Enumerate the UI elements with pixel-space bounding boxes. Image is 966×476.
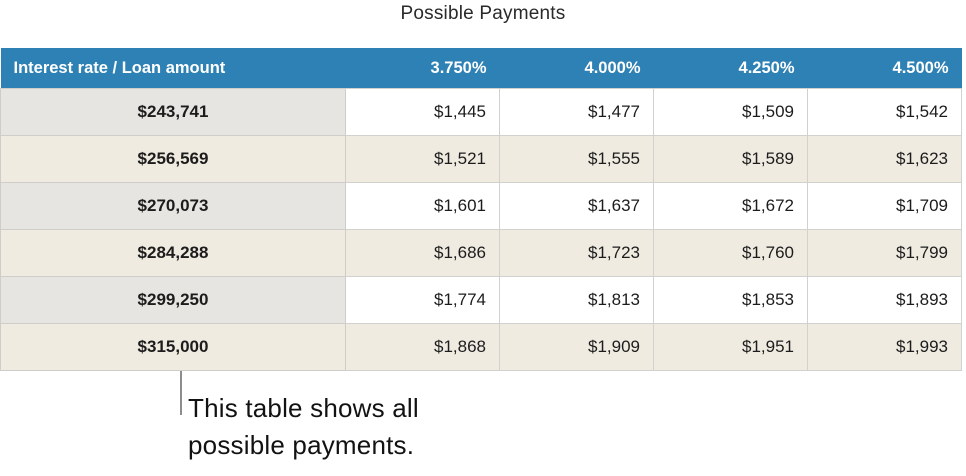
payment-cell[interactable]: $1,723 [499,229,654,277]
loan-amount-cell[interactable]: $243,741 [0,88,346,136]
header-rate-cell[interactable]: 4.000% [499,48,654,89]
loan-amount-cell[interactable]: $299,250 [0,276,346,324]
header-corner-cell[interactable]: Interest rate / Loan amount [0,48,346,89]
header-rate-cell[interactable]: 4.500% [807,48,962,89]
table-row: $315,000 $1,868 $1,909 $1,951 $1,993 [0,323,962,371]
table-title: Possible Payments [400,3,566,24]
payment-cell[interactable]: $1,509 [653,88,808,136]
callout-text-line2: possible payments. [188,430,415,460]
header-rate-cell[interactable]: 4.250% [653,48,808,89]
payment-cell[interactable]: $1,893 [807,276,962,324]
payment-cell[interactable]: $1,993 [807,323,962,371]
payment-cell[interactable]: $1,853 [653,276,808,324]
payment-cell[interactable]: $1,477 [499,88,654,136]
loan-amount-cell[interactable]: $270,073 [0,182,346,230]
loan-amount-cell[interactable]: $256,569 [0,135,346,183]
callout-connector-line [180,371,182,415]
callout-text: This table shows all possible payments. [188,390,419,464]
payment-cell[interactable]: $1,623 [807,135,962,183]
payment-cell[interactable]: $1,672 [653,182,808,230]
payment-cell[interactable]: $1,601 [345,182,500,230]
payment-cell[interactable]: $1,589 [653,135,808,183]
payment-cell[interactable]: $1,760 [653,229,808,277]
loan-amount-cell[interactable]: $315,000 [0,323,346,371]
payment-cell[interactable]: $1,445 [345,88,500,136]
loan-amount-cell[interactable]: $284,288 [0,229,346,277]
payment-cell[interactable]: $1,799 [807,229,962,277]
table-row: $270,073 $1,601 $1,637 $1,672 $1,709 [0,182,962,230]
table-row: $243,741 $1,445 $1,477 $1,509 $1,542 [0,88,962,136]
table-row: $299,250 $1,774 $1,813 $1,853 $1,893 [0,276,962,324]
payment-cell[interactable]: $1,521 [345,135,500,183]
payment-cell[interactable]: $1,555 [499,135,654,183]
payment-cell[interactable]: $1,686 [345,229,500,277]
callout-text-line1: This table shows all [188,393,419,423]
payment-cell[interactable]: $1,542 [807,88,962,136]
payment-cell[interactable]: $1,774 [345,276,500,324]
header-row: Interest rate / Loan amount 3.750% 4.000… [0,48,962,89]
payment-cell[interactable]: $1,637 [499,182,654,230]
payment-cell[interactable]: $1,868 [345,323,500,371]
payment-cell[interactable]: $1,951 [653,323,808,371]
table-row: $284,288 $1,686 $1,723 $1,760 $1,799 [0,229,962,277]
payment-cell[interactable]: $1,709 [807,182,962,230]
payment-cell[interactable]: $1,909 [499,323,654,371]
possible-payments-table: Interest rate / Loan amount 3.750% 4.000… [0,48,962,371]
table-row: $256,569 $1,521 $1,555 $1,589 $1,623 [0,135,962,183]
header-rate-cell[interactable]: 3.750% [345,48,500,89]
payment-cell[interactable]: $1,813 [499,276,654,324]
